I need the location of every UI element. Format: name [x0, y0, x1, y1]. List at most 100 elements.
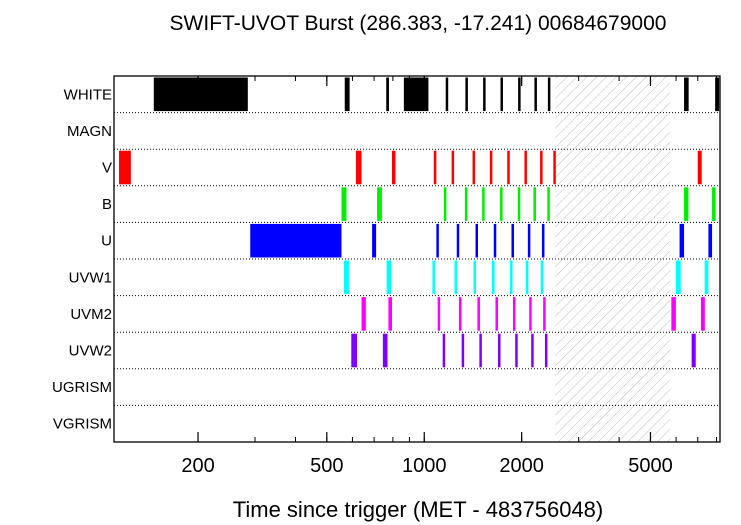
- exposure-bar-uvw1: [344, 260, 349, 295]
- exposure-bar-v: [524, 150, 527, 185]
- row-label-uvw1: UVW1: [69, 269, 112, 286]
- exposure-bar-white: [547, 77, 551, 112]
- exposure-bar-v: [392, 150, 396, 185]
- exposure-bar-uvw1: [675, 260, 681, 295]
- exposure-bar-v: [355, 150, 362, 185]
- row-label-u: U: [101, 233, 112, 250]
- exposure-bar-uvw1: [473, 260, 477, 295]
- exposure-bar-uvm2: [543, 297, 546, 331]
- exposure-bar-uvw1: [432, 260, 435, 295]
- row-label-vgrism: VGRISM: [53, 416, 112, 433]
- exposure-bar-uvm2: [512, 297, 516, 331]
- exposure-bar-white: [344, 77, 350, 112]
- exposure-bar-white: [483, 77, 486, 112]
- row-label-uvw2: UVW2: [69, 343, 112, 360]
- row-label-uvm2: UVM2: [70, 306, 112, 323]
- exposure-bar-uvw2: [351, 333, 358, 368]
- exposure-bar-uvw1: [509, 260, 513, 295]
- exposure-bar-uvw2: [498, 333, 501, 368]
- exposure-bar-u: [493, 223, 497, 258]
- x-tick-label: 5000: [628, 455, 673, 477]
- exposure-bar-white: [684, 77, 689, 112]
- exposure-bar-v: [433, 150, 437, 185]
- exposure-bar-u: [456, 223, 460, 258]
- exposure-bar-white: [715, 77, 720, 112]
- row-label-b: B: [102, 196, 112, 213]
- exposure-bar-b: [533, 187, 536, 221]
- exposure-bar-b: [443, 187, 447, 221]
- exposure-bar-v: [507, 150, 510, 185]
- exposure-bar-b: [547, 187, 550, 221]
- exposure-bar-v: [553, 150, 556, 185]
- exposure-bar-uvw1: [525, 260, 529, 295]
- exposure-bar-uvw1: [386, 260, 392, 295]
- exposure-bar-uvw2: [691, 333, 696, 368]
- exposure-bar-uvw1: [540, 260, 544, 295]
- row-label-magn: MAGN: [67, 123, 112, 140]
- exposure-bar-u: [527, 223, 531, 258]
- exposure-bar-v: [472, 150, 476, 185]
- x-axis-label: Time since trigger (MET - 483756048): [233, 497, 604, 522]
- exposure-bar-uvm2: [458, 297, 462, 331]
- exposure-bar-uvm2: [388, 297, 393, 331]
- exposure-bar-white: [465, 77, 468, 112]
- exposure-bar-uvm2: [477, 297, 480, 331]
- exposure-bar-b: [517, 187, 521, 221]
- row-label-v: V: [102, 160, 112, 177]
- x-tick-label: 500: [310, 455, 343, 477]
- exposure-bar-uvw2: [442, 333, 446, 368]
- exposure-bar-uvm2: [700, 297, 705, 331]
- exposure-bar-v: [119, 150, 131, 185]
- exposure-bar-uvw2: [382, 333, 388, 368]
- x-axis-ticks: 200 500 1000 2000 5000: [181, 76, 718, 477]
- exposure-bar-uvm2: [671, 297, 676, 331]
- plot-frame: [113, 75, 721, 443]
- row-label-white: WHITE: [64, 86, 112, 103]
- exposure-bar-uvw2: [461, 333, 465, 368]
- exposure-bar-white: [500, 77, 503, 112]
- exposure-bar-uvm2: [361, 297, 366, 331]
- exposure-bar-v: [451, 150, 455, 185]
- exposure-bar-white: [534, 77, 537, 112]
- exposure-bar-white: [386, 77, 389, 112]
- x-tick-label: 2000: [499, 455, 544, 477]
- exposure-bar-v: [489, 150, 493, 185]
- exposure-bar-white: [153, 77, 248, 112]
- exposure-bar-b: [482, 187, 485, 221]
- exposure-bar-uvw2: [531, 333, 534, 368]
- exposure-bar-uvw1: [704, 260, 709, 295]
- exposure-bar-uvm2: [495, 297, 498, 331]
- exposure-bar-uvw2: [544, 333, 548, 368]
- row-separators: [114, 112, 720, 406]
- exposure-bar-white: [445, 77, 449, 112]
- exposure-bar-uvw1: [454, 260, 457, 295]
- chart-title: SWIFT-UVOT Burst (286.383, -17.241) 0068…: [170, 12, 667, 35]
- exposure-bar-u: [436, 223, 439, 258]
- exposure-bar-v: [697, 150, 702, 185]
- filter-labels: WHITE MAGN V B U UVW1 UVM2 UVW2 UGRISM VGRISM: [52, 86, 112, 432]
- exposure-bar-v: [540, 150, 543, 185]
- exposure-bar-uvw1: [492, 260, 495, 295]
- x-tick-label: 200: [181, 455, 214, 477]
- exposure-bar-b: [377, 187, 382, 221]
- exposure-bar-b: [464, 187, 468, 221]
- exposure-bars: [119, 77, 720, 368]
- exposure-bar-u: [250, 223, 342, 258]
- exposure-bar-uvm2: [529, 297, 532, 331]
- row-label-ugrism: UGRISM: [52, 379, 112, 396]
- exposure-bar-u: [679, 223, 685, 258]
- exposure-bar-u: [708, 223, 713, 258]
- exposure-bar-b: [341, 187, 347, 221]
- exposure-bar-b: [712, 187, 716, 221]
- exposure-bar-uvm2: [437, 297, 441, 331]
- exposure-bar-u: [511, 223, 514, 258]
- exposure-bar-white: [518, 77, 521, 112]
- exposure-bar-uvw2: [515, 333, 518, 368]
- exposure-bar-b: [684, 187, 689, 221]
- exposure-bar-u: [372, 223, 377, 258]
- exposure-bar-u: [475, 223, 479, 258]
- exposure-bar-uvw2: [479, 333, 482, 368]
- exposure-bar-b: [500, 187, 503, 221]
- exposure-bar-u: [541, 223, 545, 258]
